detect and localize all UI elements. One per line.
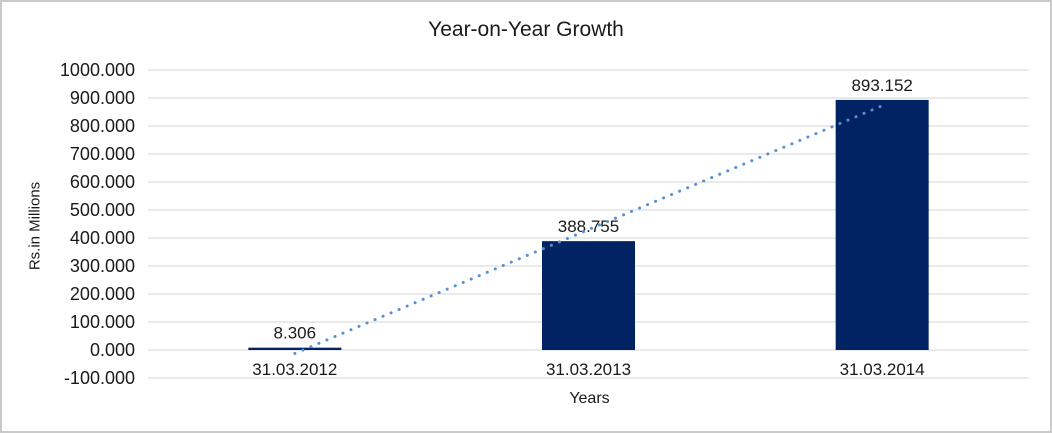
y-tick-label: 900.000: [70, 88, 135, 108]
x-axis-title: Years: [569, 390, 610, 407]
y-tick-label: 600.000: [70, 172, 135, 192]
y-tick-label: 100.000: [70, 312, 135, 332]
y-tick-label: 300.000: [70, 256, 135, 276]
y-tick-label: 800.000: [70, 116, 135, 136]
bar: [835, 99, 929, 350]
y-tick-label: 700.000: [70, 144, 135, 164]
trendline: [293, 104, 884, 355]
bar: [542, 241, 635, 350]
category-label: 31.03.2012: [252, 360, 337, 379]
chart-title: Year-on-Year Growth: [428, 18, 624, 41]
y-tick-label: 500.000: [70, 200, 135, 220]
y-tick-label: 1000.000: [60, 60, 135, 80]
y-tick-label: -100.000: [64, 368, 135, 388]
category-label: 31.03.2014: [840, 360, 925, 379]
y-tick-label: 200.000: [70, 284, 135, 304]
y-tick-label: 400.000: [70, 228, 135, 248]
bar: [248, 347, 342, 350]
bar-data-label: 388.755: [558, 217, 619, 236]
y-tick-label: 0.000: [90, 340, 135, 360]
bar-data-label: 893.152: [851, 76, 912, 95]
category-label: 31.03.2013: [546, 360, 631, 379]
bar-data-label: 8.306: [274, 324, 317, 343]
